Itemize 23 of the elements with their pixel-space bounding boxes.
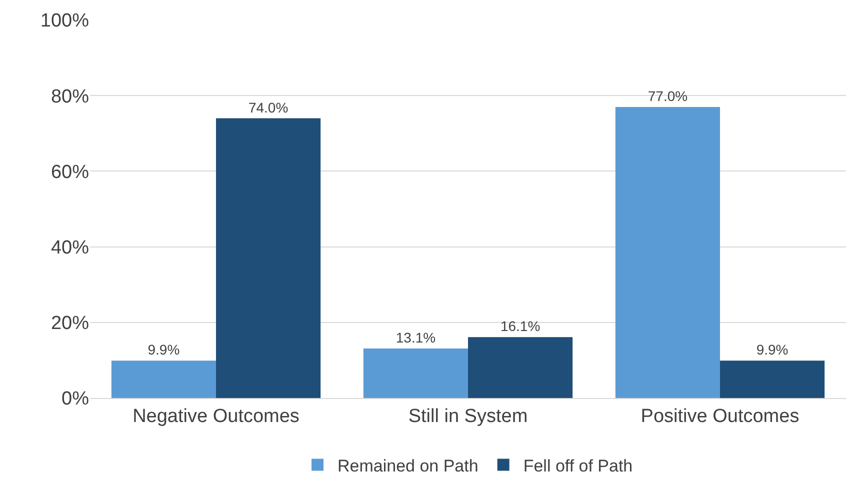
- data-label: 16.1%: [500, 318, 540, 334]
- bar: [111, 360, 216, 398]
- legend-label: Fell off of Path: [523, 456, 633, 476]
- x-tick-label: Still in System: [408, 406, 528, 427]
- bar: [720, 360, 825, 398]
- bar: [363, 348, 468, 398]
- data-label: 74.0%: [248, 99, 288, 116]
- bar: [468, 337, 573, 398]
- data-label: 77.0%: [648, 88, 688, 104]
- y-tick-label: 80%: [50, 86, 90, 108]
- data-label: 13.1%: [396, 329, 436, 346]
- data-label: 9.9%: [756, 342, 788, 358]
- x-tick-label: Positive Outcomes: [640, 406, 800, 427]
- bar: [615, 106, 720, 398]
- y-tick-label: 0%: [62, 388, 90, 410]
- y-tick-label: 40%: [50, 237, 90, 258]
- legend-label: Remained on Path: [338, 456, 478, 476]
- y-tick-label: 100%: [40, 10, 90, 32]
- x-tick-label: Negative Outcomes: [132, 406, 300, 427]
- y-tick-label: 20%: [50, 313, 90, 334]
- y-tick-label: 60%: [50, 162, 90, 183]
- bar: [216, 118, 321, 398]
- data-label: 9.9%: [148, 342, 180, 358]
